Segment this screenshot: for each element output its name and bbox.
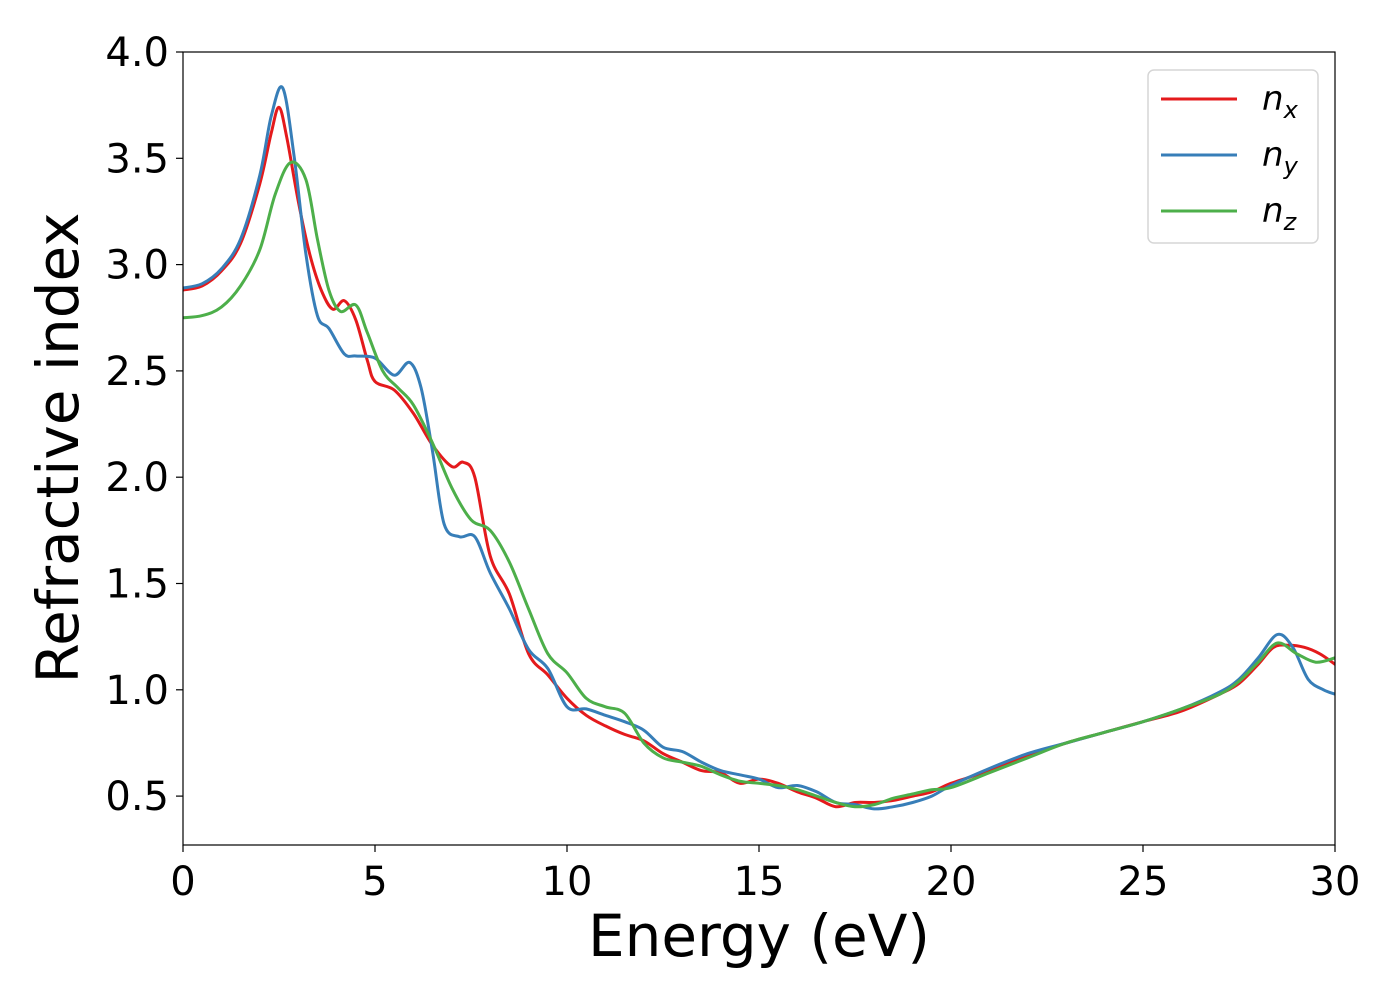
y-axis-title: Refractive index xyxy=(24,212,92,683)
x-axis-title: Energy (eV) xyxy=(588,902,930,970)
y-tick-label: 1.5 xyxy=(105,562,169,608)
legend-label-nx: nx xyxy=(1262,79,1299,124)
legend: nx ny nz xyxy=(1147,69,1319,244)
x-tick-label: 10 xyxy=(542,859,593,905)
y-tick-label: 3.0 xyxy=(105,243,169,289)
y-tick-label: 1.0 xyxy=(105,668,169,714)
y-tick-label: 2.5 xyxy=(105,349,169,395)
y-axis: 0.5 1.0 1.5 2.0 2.5 3.0 3.5 4.0 xyxy=(105,30,183,820)
series-group xyxy=(183,85,1335,811)
y-tick-label: 4.0 xyxy=(105,30,169,76)
y-tick-label: 3.5 xyxy=(105,136,169,182)
x-tick-label: 25 xyxy=(1118,859,1169,905)
y-tick-label: 2.0 xyxy=(105,455,169,501)
x-tick-label: 5 xyxy=(362,859,387,905)
x-tick-label: 20 xyxy=(926,859,977,905)
x-tick-label: 0 xyxy=(170,859,195,905)
legend-label-ny: ny xyxy=(1262,135,1299,180)
x-tick-label: 15 xyxy=(734,859,785,905)
legend-label-nz: nz xyxy=(1262,191,1298,236)
y-tick-label: 0.5 xyxy=(105,774,169,820)
series-line-nz xyxy=(183,160,1335,809)
x-axis: 0 5 10 15 20 25 30 xyxy=(170,845,1360,905)
x-tick-label: 30 xyxy=(1310,859,1361,905)
